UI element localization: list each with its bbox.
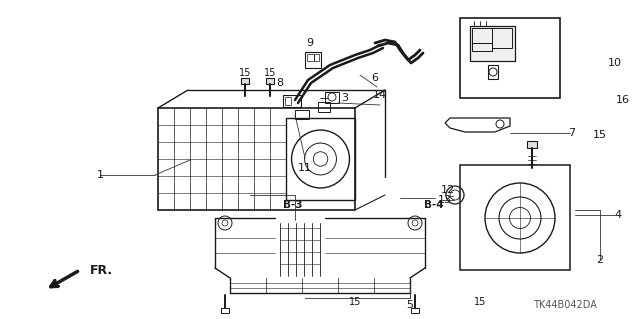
Text: 7: 7	[568, 128, 575, 138]
Text: 12: 12	[441, 185, 455, 195]
Bar	[460, 165, 570, 270]
Bar	[318, 102, 330, 112]
Text: 1: 1	[97, 170, 104, 180]
Bar	[221, 308, 229, 313]
Text: 9: 9	[307, 38, 314, 48]
Text: 10: 10	[608, 58, 622, 68]
Text: 13: 13	[438, 195, 452, 205]
Text: B-4: B-4	[424, 200, 444, 210]
Bar	[158, 108, 355, 210]
Bar	[492, 28, 512, 48]
Bar	[527, 141, 537, 148]
Text: FR.: FR.	[90, 263, 113, 277]
Text: 15: 15	[593, 130, 607, 140]
Text: TK44B042DA: TK44B042DA	[533, 300, 597, 310]
Bar	[470, 26, 515, 61]
Text: B-3: B-3	[284, 200, 303, 210]
Text: 16: 16	[616, 95, 630, 105]
Bar	[286, 118, 355, 200]
Text: 3: 3	[342, 93, 349, 103]
Bar	[283, 95, 301, 107]
Text: 8: 8	[276, 78, 284, 88]
Text: 6: 6	[371, 73, 378, 83]
Bar	[411, 308, 419, 313]
Bar	[307, 54, 314, 61]
Bar	[460, 18, 560, 98]
Bar	[488, 65, 498, 79]
Bar	[472, 28, 492, 43]
Bar	[285, 97, 291, 105]
Bar	[314, 54, 319, 61]
Text: 4: 4	[614, 210, 621, 220]
Bar	[266, 78, 274, 84]
Text: 14: 14	[373, 90, 387, 100]
Text: 15: 15	[264, 68, 276, 78]
Bar	[472, 43, 492, 51]
Text: 15: 15	[239, 68, 251, 78]
Text: 15: 15	[474, 297, 486, 307]
Text: 15: 15	[349, 297, 361, 307]
Bar	[325, 92, 339, 103]
Bar	[295, 110, 309, 119]
Text: 2: 2	[596, 255, 604, 265]
Bar	[305, 52, 321, 68]
Bar	[241, 78, 249, 84]
Text: 11: 11	[298, 163, 312, 173]
Text: 5: 5	[406, 300, 413, 310]
